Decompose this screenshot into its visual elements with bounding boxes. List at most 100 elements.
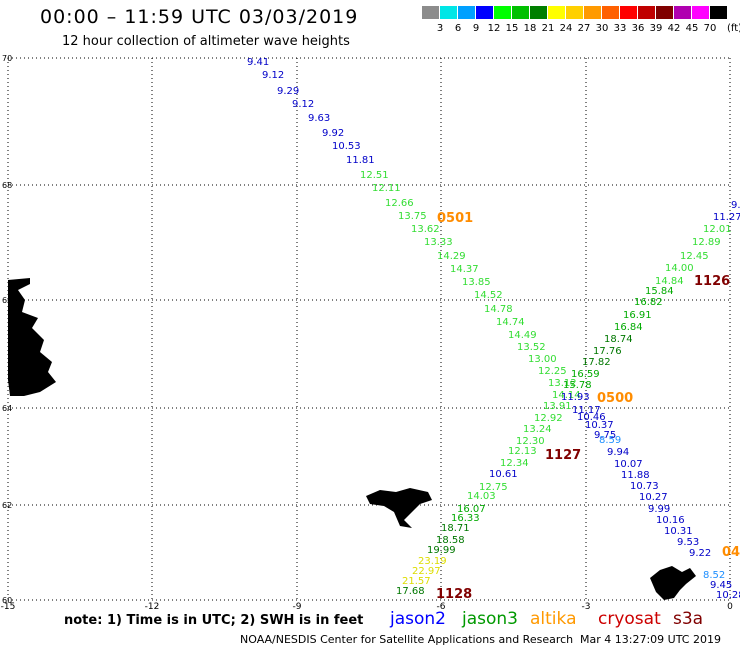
swh-label-descending: 23.19	[418, 556, 447, 567]
swh-label-descending: 10.53	[332, 141, 361, 152]
color-legend-label: 24	[559, 23, 573, 34]
satellite-legend-jason3: jason3	[462, 609, 518, 629]
color-legend-swatch	[530, 6, 548, 19]
greenland-coast	[8, 278, 56, 396]
color-legend-label: 42	[667, 23, 681, 34]
color-legend-swatch	[656, 6, 674, 19]
swh-label-descending: 13.33	[424, 237, 453, 248]
swh-label-ascending: 9.45	[710, 580, 732, 591]
swh-label-descending: 13.62	[411, 224, 440, 235]
swh-label-ascending: 15.84	[645, 286, 674, 297]
color-legend-swatch	[494, 6, 512, 19]
pass-time-label: 04	[722, 545, 740, 560]
color-legend-label: 33	[613, 23, 627, 34]
latitude-labels: 70 68 66 64 62 60	[2, 54, 12, 605]
swh-label-ascending: 9.75	[594, 430, 616, 441]
swh-label-descending: 22.97	[412, 566, 441, 577]
swh-label-descending: 18.71	[441, 523, 470, 534]
swh-label-descending: 9.92	[322, 128, 344, 139]
latitude-tick-label: 70	[2, 54, 12, 63]
land-masses	[8, 278, 696, 600]
swh-label-descending: 12.13	[508, 446, 537, 457]
swh-label-ascending: 10.37	[585, 420, 614, 431]
color-legend-label: 39	[649, 23, 663, 34]
swh-label-descending: 12.34	[500, 458, 529, 469]
track-ascending: 9.411.2712.0112.8912.4514.0014.8415.8416…	[561, 200, 740, 601]
shetland-islands	[650, 566, 696, 600]
swh-label-ascending: 12.45	[680, 251, 709, 262]
swh-label-ascending: 14.00	[665, 263, 694, 274]
swh-label-descending: 9.63	[308, 113, 330, 124]
latitude-tick-label: 60	[2, 596, 12, 605]
swh-label-descending: 13.12	[548, 378, 577, 389]
color-legend-swatch	[440, 6, 458, 19]
color-legend-swatch	[584, 6, 602, 19]
swh-label-descending: 17.68	[396, 586, 425, 597]
color-legend-label: 18	[523, 23, 537, 34]
color-legend-swatch	[566, 6, 584, 19]
swh-label-descending: 14.52	[474, 290, 503, 301]
swh-label-descending: 13.85	[462, 277, 491, 288]
swh-label-descending: 16.33	[451, 513, 480, 524]
swh-label-ascending: 9.22	[689, 548, 711, 559]
color-legend-swatch	[548, 6, 566, 19]
swh-label-ascending: 11.27	[713, 212, 740, 223]
color-legend-label: 45	[685, 23, 699, 34]
swh-label-ascending: 11.17	[572, 405, 601, 416]
swh-label-descending: 12.25	[538, 366, 567, 377]
swh-label-ascending: 9.4	[731, 200, 740, 211]
swh-label-ascending: 9.99	[648, 504, 670, 515]
swh-label-ascending: 16.82	[634, 297, 663, 308]
longitude-tick-label: -15	[1, 602, 16, 612]
faroe-islands	[366, 488, 432, 528]
swh-label-descending: 13.24	[523, 424, 552, 435]
longitude-tick-label: -9	[293, 602, 302, 612]
swh-label-descending: 13.75	[398, 211, 427, 222]
pass-time-label: 1126	[694, 274, 730, 289]
longitude-tick-label: 0	[727, 602, 733, 612]
longitude-labels: -15 -12 -9 -6 -3 0	[1, 602, 733, 612]
swh-label-descending: 12.75	[479, 482, 508, 493]
swh-label-ascending: 8.52	[703, 570, 725, 581]
color-legend-swatch	[458, 6, 476, 19]
color-legend-label: 36	[631, 23, 645, 34]
swh-label-ascending: 10.46	[577, 412, 606, 423]
swh-label-ascending: 10.07	[614, 459, 643, 470]
color-legend-swatch	[692, 6, 710, 19]
longitude-tick-label: -6	[437, 602, 446, 612]
page-subtitle: 12 hour collection of altimeter wave hei…	[62, 34, 350, 49]
swh-label-descending: 13.52	[517, 342, 546, 353]
swh-label-ascending: 16.91	[623, 310, 652, 321]
latitude-tick-label: 68	[2, 181, 12, 190]
pass-time-labels: 0501 1126 0500 1127 1128 04	[436, 211, 740, 602]
swh-label-descending: 14.37	[450, 264, 479, 275]
swh-label-descending: 11.81	[346, 155, 375, 166]
pass-time-label: 0500	[597, 391, 633, 406]
swh-label-descending: 12.30	[516, 436, 545, 447]
satellite-legend-jason2: jason2	[390, 609, 446, 629]
pass-time-label: 1128	[436, 587, 472, 602]
swh-label-ascending: 10.27	[639, 492, 668, 503]
color-legend-label: 3	[436, 23, 444, 34]
swh-label-descending: 9.29	[277, 86, 299, 97]
longitude-tick-label: -12	[145, 602, 160, 612]
swh-label-ascending: 16.59	[571, 369, 600, 380]
swh-label-descending: 21.57	[402, 576, 431, 587]
swh-label-ascending: 15.78	[563, 380, 592, 391]
swh-label-ascending: 10.31	[664, 526, 693, 537]
swh-label-descending: 19.99	[427, 545, 456, 556]
latitude-tick-label: 62	[2, 501, 12, 510]
swh-label-descending: 14.29	[437, 251, 466, 262]
swh-label-ascending: 12.01	[703, 224, 732, 235]
color-legend-unit: (ft)	[727, 23, 740, 34]
color-legend-swatch	[620, 6, 638, 19]
latitude-tick-label: 66	[2, 296, 12, 305]
map-grid	[7, 57, 731, 601]
color-legend-swatch	[710, 6, 728, 19]
swh-label-descending: 12.66	[385, 198, 414, 209]
swh-label-descending: 14.03	[467, 491, 496, 502]
track-descending: 9.41 9.12 9.29 9.12 9.63 9.92 10.53 11.81 12.51 1…	[247, 57, 581, 597]
swh-label-ascending: 9.53	[677, 537, 699, 548]
satellite-legend-altika: altika	[530, 609, 577, 629]
satellite-legend-cryosat: cryosat	[598, 609, 661, 629]
